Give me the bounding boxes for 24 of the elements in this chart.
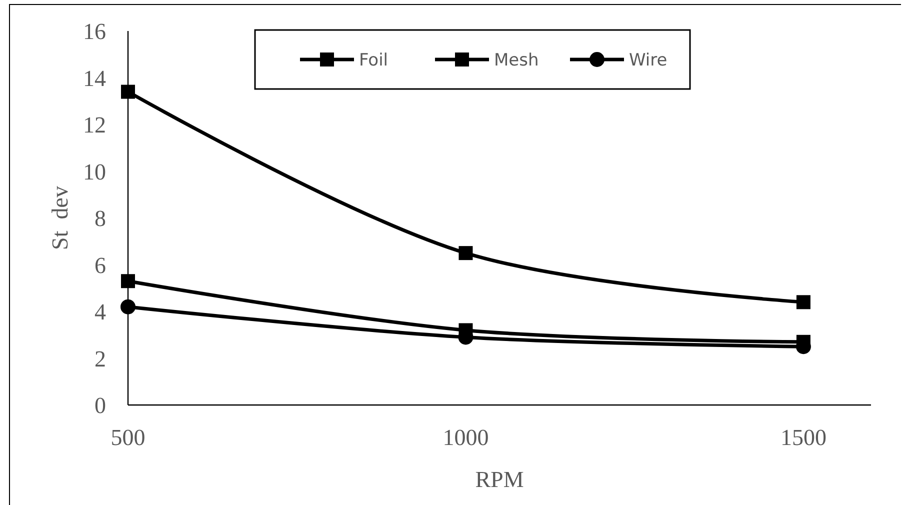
x-tick-label: 500 bbox=[110, 425, 146, 450]
point bbox=[796, 334, 810, 349]
y-tick-label: 4 bbox=[94, 300, 106, 325]
x-axis-title: RPM bbox=[475, 467, 524, 492]
point bbox=[120, 299, 136, 314]
y-axis-title: St dev bbox=[48, 186, 73, 250]
y-tick-label: 16 bbox=[83, 19, 106, 44]
point bbox=[796, 295, 810, 310]
y-tick-label: 14 bbox=[83, 66, 106, 91]
y-tick-label: 12 bbox=[83, 112, 106, 138]
x-tick-label: 1500 bbox=[780, 425, 826, 450]
point bbox=[458, 323, 473, 338]
point bbox=[121, 274, 135, 288]
x-tick-label: 1000 bbox=[442, 425, 489, 450]
y-tick-label: 6 bbox=[94, 252, 106, 278]
point bbox=[458, 246, 473, 260]
y-tick-label: 2 bbox=[94, 346, 106, 372]
legend-label: Foil bbox=[359, 50, 388, 70]
legend-label: Wire bbox=[629, 50, 668, 70]
legend-label: Mesh bbox=[494, 50, 539, 70]
y-tick-label: 10 bbox=[83, 159, 106, 184]
y-tick-label: 8 bbox=[94, 206, 106, 232]
y-tick-label: 0 bbox=[94, 393, 106, 418]
point bbox=[121, 84, 135, 99]
